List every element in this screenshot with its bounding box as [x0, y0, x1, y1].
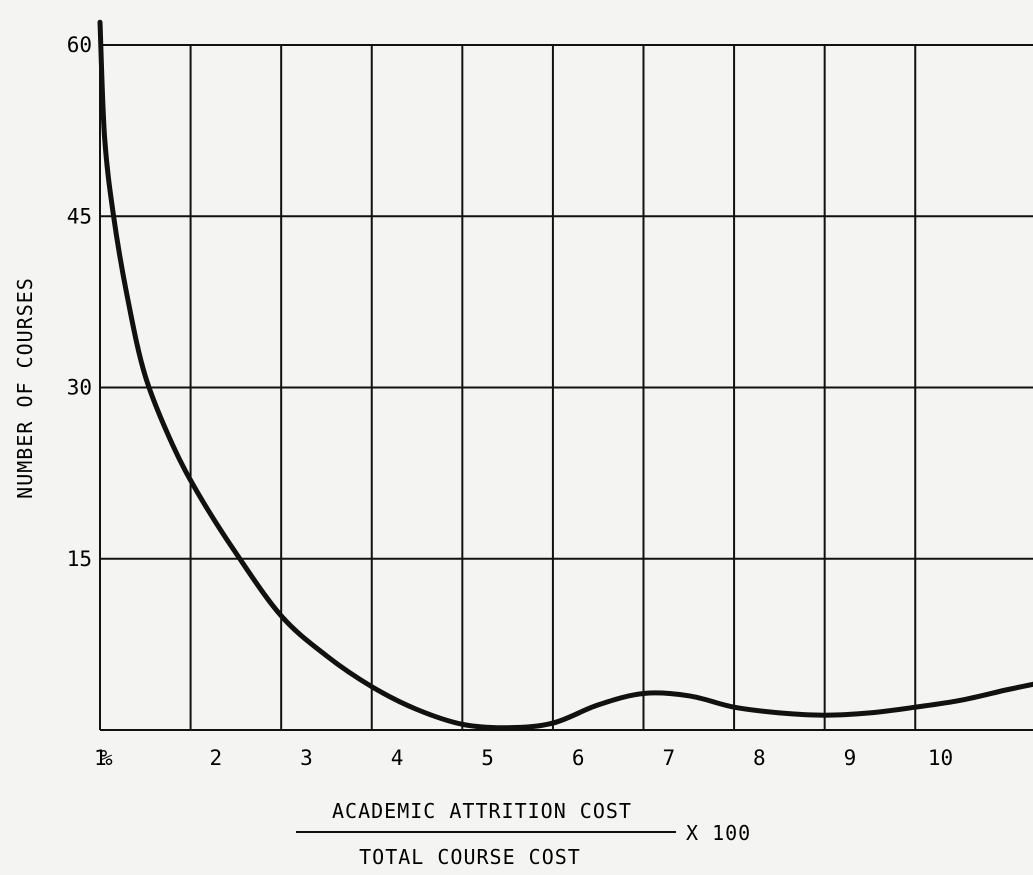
- x-tick-label: 5: [481, 746, 494, 770]
- x-tick-label: 9: [844, 746, 857, 770]
- y-axis-title: NUMBER OF COURSES: [13, 277, 37, 499]
- y-tick-label: 60: [67, 33, 92, 57]
- y-tick-labels: 15 30 45 60: [67, 33, 92, 571]
- x-tick-labels: 1 2 3 4 5 6 7 8 9 10: [94, 746, 953, 770]
- x-tick-label: 3: [300, 746, 313, 770]
- x-tick-label: 1: [94, 746, 107, 770]
- x-tick-label: 2: [210, 746, 223, 770]
- x-tick-label: 10: [928, 746, 953, 770]
- series-line: [97, 19, 1033, 731]
- y-tick-label: 30: [67, 376, 92, 400]
- x-axis-title-denominator: TOTAL COURSE COST: [359, 845, 581, 869]
- x-tick-label: 6: [572, 746, 585, 770]
- x-axis-multiplier: X 100: [686, 821, 751, 845]
- x-axis-title-numerator: ACADEMIC ATTRITION COST: [332, 799, 632, 823]
- grid-horizontal: [100, 44, 1033, 731]
- y-tick-label: 15: [67, 547, 92, 571]
- x-tick-label: 8: [753, 746, 766, 770]
- x-tick-label: 7: [662, 746, 675, 770]
- x-unit-label: %: [100, 746, 113, 770]
- y-tick-label: 45: [67, 204, 92, 228]
- x-tick-label: 4: [391, 746, 404, 770]
